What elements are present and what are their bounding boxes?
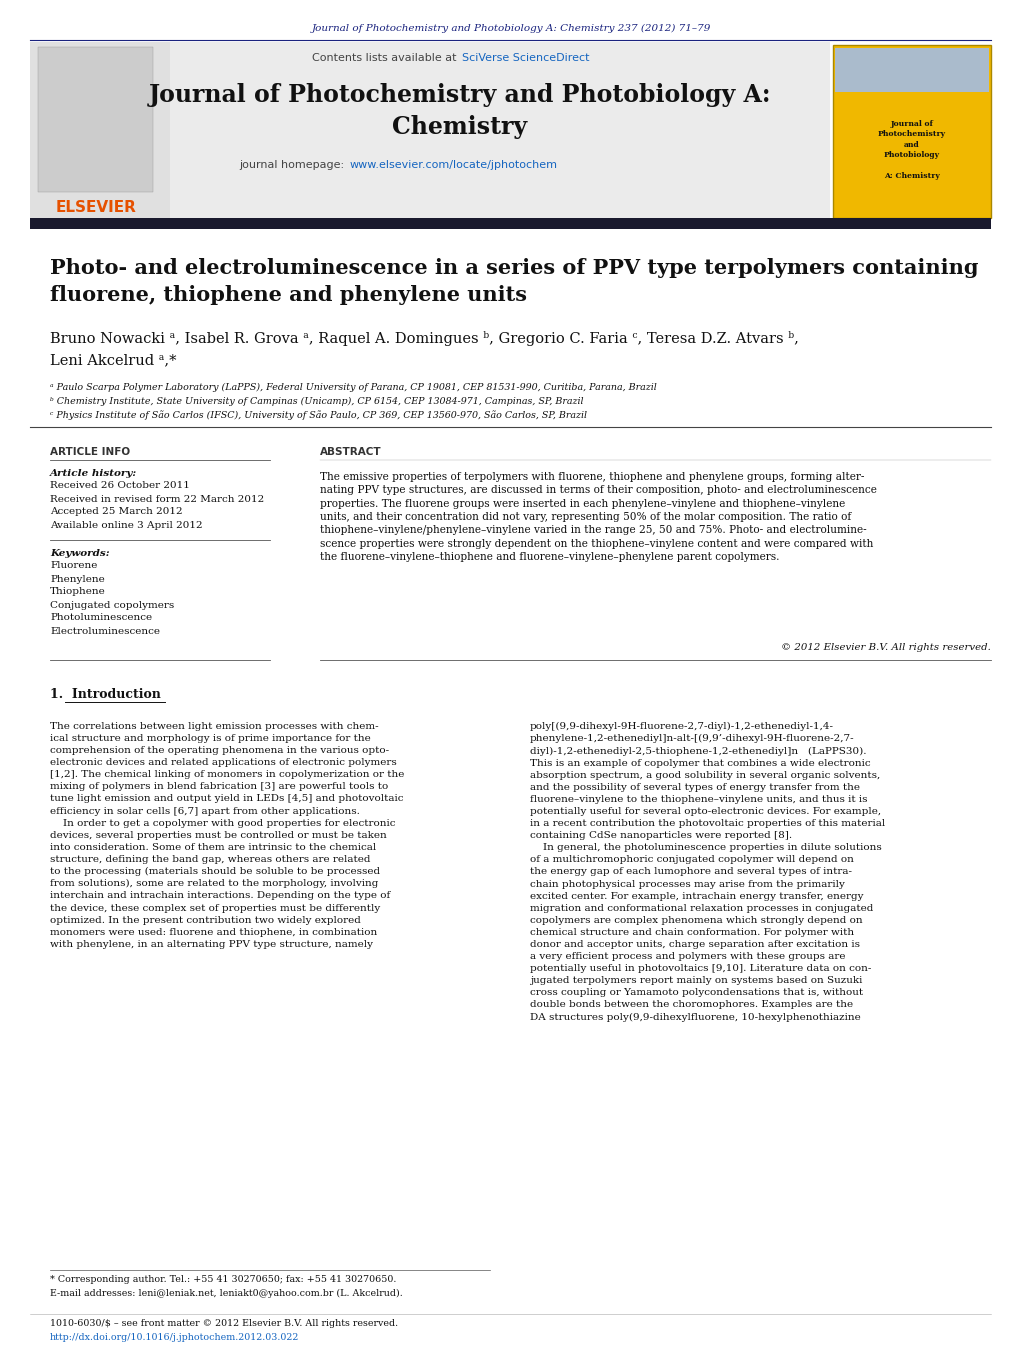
Text: Electroluminescence: Electroluminescence: [50, 627, 160, 635]
Text: * Corresponding author. Tel.: +55 41 30270650; fax: +55 41 30270650.: * Corresponding author. Tel.: +55 41 302…: [50, 1275, 396, 1285]
Text: Contents lists available at: Contents lists available at: [312, 53, 460, 63]
Text: Available online 3 April 2012: Available online 3 April 2012: [50, 520, 202, 530]
Text: Conjugated copolymers: Conjugated copolymers: [50, 600, 175, 609]
Text: Journal of
Photochemistry
and
Photobiology

A: Chemistry: Journal of Photochemistry and Photobiolo…: [878, 120, 946, 180]
Text: Received 26 October 2011: Received 26 October 2011: [50, 481, 190, 490]
Text: Received in revised form 22 March 2012: Received in revised form 22 March 2012: [50, 494, 264, 504]
Text: Article history:: Article history:: [50, 469, 137, 477]
FancyBboxPatch shape: [835, 49, 989, 92]
Text: http://dx.doi.org/10.1016/j.jphotochem.2012.03.022: http://dx.doi.org/10.1016/j.jphotochem.2…: [50, 1333, 299, 1343]
Text: ᵃ Paulo Scarpa Polymer Laboratory (LaPPS), Federal University of Parana, CP 1908: ᵃ Paulo Scarpa Polymer Laboratory (LaPPS…: [50, 382, 657, 392]
Text: fluorene, thiophene and phenylene units: fluorene, thiophene and phenylene units: [50, 285, 527, 305]
Text: Fluorene: Fluorene: [50, 562, 97, 570]
Text: Chemistry: Chemistry: [392, 115, 528, 139]
Text: Photoluminescence: Photoluminescence: [50, 613, 152, 623]
Text: E-mail addresses: leni@leniak.net, leniakt0@yahoo.com.br (L. Akcelrud).: E-mail addresses: leni@leniak.net, lenia…: [50, 1289, 402, 1297]
Text: Phenylene: Phenylene: [50, 574, 105, 584]
FancyBboxPatch shape: [833, 45, 991, 218]
Text: ELSEVIER: ELSEVIER: [55, 200, 137, 216]
Text: ᵇ Chemistry Institute, State University of Campinas (Unicamp), CP 6154, CEP 1308: ᵇ Chemistry Institute, State University …: [50, 396, 583, 405]
Text: Photo- and electroluminescence in a series of PPV type terpolymers containing: Photo- and electroluminescence in a seri…: [50, 258, 978, 278]
Text: SciVerse ScienceDirect: SciVerse ScienceDirect: [461, 53, 589, 63]
Text: Journal of Photochemistry and Photobiology A:: Journal of Photochemistry and Photobiolo…: [149, 82, 771, 107]
Text: The emissive properties of terpolymers with fluorene, thiophene and phenylene gr: The emissive properties of terpolymers w…: [320, 471, 877, 562]
FancyBboxPatch shape: [30, 218, 991, 230]
FancyBboxPatch shape: [30, 42, 171, 220]
FancyBboxPatch shape: [30, 42, 830, 220]
Text: www.elsevier.com/locate/jphotochem: www.elsevier.com/locate/jphotochem: [350, 159, 558, 170]
Text: The correlations between light emission processes with chem-
ical structure and : The correlations between light emission …: [50, 721, 404, 948]
Text: ABSTRACT: ABSTRACT: [320, 447, 382, 457]
Text: Bruno Nowacki ᵃ, Isabel R. Grova ᵃ, Raquel A. Domingues ᵇ, Gregorio C. Faria ᶜ, : Bruno Nowacki ᵃ, Isabel R. Grova ᵃ, Raqu…: [50, 331, 798, 346]
Text: poly[(9,9-dihexyl-9H-fluorene-2,7-diyl)-1,2-ethenediyl-1,4-
phenylene-1,2-ethene: poly[(9,9-dihexyl-9H-fluorene-2,7-diyl)-…: [530, 721, 885, 1021]
Text: Thiophene: Thiophene: [50, 588, 106, 597]
Text: 1.  Introduction: 1. Introduction: [50, 689, 161, 701]
Text: Keywords:: Keywords:: [50, 549, 109, 558]
Text: Journal of Photochemistry and Photobiology A: Chemistry 237 (2012) 71–79: Journal of Photochemistry and Photobiolo…: [311, 23, 711, 32]
Text: ARTICLE INFO: ARTICLE INFO: [50, 447, 130, 457]
Text: ᶜ Physics Institute of São Carlos (IFSC), University of São Paulo, CP 369, CEP 1: ᶜ Physics Institute of São Carlos (IFSC)…: [50, 411, 587, 420]
FancyBboxPatch shape: [38, 47, 153, 192]
Text: Leni Akcelrud ᵃ,*: Leni Akcelrud ᵃ,*: [50, 353, 177, 367]
Text: 1010-6030/$ – see front matter © 2012 Elsevier B.V. All rights reserved.: 1010-6030/$ – see front matter © 2012 El…: [50, 1320, 398, 1328]
Text: Accepted 25 March 2012: Accepted 25 March 2012: [50, 508, 183, 516]
Text: © 2012 Elsevier B.V. All rights reserved.: © 2012 Elsevier B.V. All rights reserved…: [781, 643, 991, 653]
Text: journal homepage:: journal homepage:: [239, 159, 348, 170]
